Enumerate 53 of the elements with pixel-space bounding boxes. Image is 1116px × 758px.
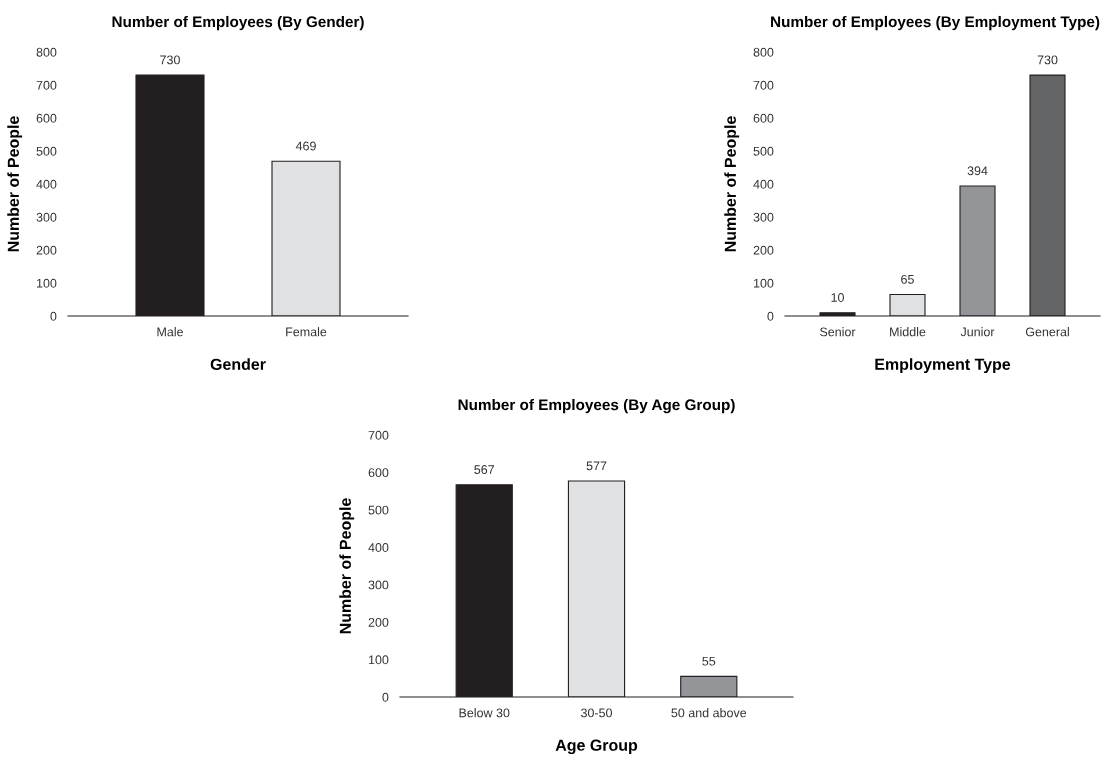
data-label: 730 [1037, 55, 1058, 65]
y-tick-label: 600 [368, 468, 389, 478]
data-label: 55 [702, 656, 716, 666]
y-axis-title: Number of People [7, 116, 23, 252]
chart-title: Number of Employees (By Age Group) [458, 398, 735, 414]
y-tick-label: 300 [753, 212, 774, 222]
x-tick-label: Female [286, 327, 327, 337]
y-tick-label: 100 [36, 278, 57, 288]
y-tick-label: 200 [368, 617, 389, 627]
x-tick-label: Junior [960, 327, 995, 337]
y-tick-label: 0 [382, 692, 389, 702]
y-tick-label: 100 [368, 655, 389, 665]
x-axis-title: Age Group [555, 739, 638, 755]
y-tick-label: 700 [753, 80, 774, 90]
data-label: 65 [901, 274, 914, 284]
chart-title: Number of Employees (By Employment Type) [771, 15, 1100, 31]
y-tick-label: 500 [368, 505, 389, 515]
x-axis-title: Gender [210, 358, 266, 370]
y-tick-label: 0 [50, 311, 57, 321]
y-tick-label: 300 [368, 580, 389, 590]
y-tick-label: 800 [753, 47, 774, 57]
data-label: 567 [474, 465, 495, 474]
data-label: 577 [586, 461, 607, 471]
y-axis-title: Number of People [339, 498, 355, 634]
y-tick-label: 400 [753, 179, 774, 189]
data-label: 469 [295, 141, 316, 151]
data-label: 10 [831, 293, 844, 302]
y-tick-label: 600 [753, 113, 774, 123]
chart-title: Number of Employees (By Gender) [112, 15, 364, 31]
data-label: 394 [967, 166, 988, 176]
y-tick-label: 500 [753, 146, 774, 156]
x-tick-label: 30-50 [580, 708, 612, 718]
x-axis-title: Employment Type [875, 358, 1011, 374]
y-tick-label: 300 [36, 212, 57, 222]
y-axis-title: Number of People [724, 116, 740, 252]
y-tick-label: 500 [36, 146, 57, 156]
y-tick-label: 400 [36, 179, 57, 189]
y-tick-label: 700 [368, 430, 389, 440]
x-tick-label: Middle [890, 327, 926, 337]
x-tick-label: 50 and above [671, 708, 747, 718]
y-tick-label: 200 [36, 245, 57, 255]
y-tick-label: 600 [36, 113, 57, 123]
x-tick-label: Male [157, 327, 183, 337]
data-label: 730 [160, 55, 180, 65]
y-tick-label: 700 [36, 80, 57, 90]
x-tick-label: General [1025, 327, 1069, 337]
y-tick-label: 400 [368, 543, 389, 552]
y-tick-label: 200 [753, 245, 774, 255]
x-tick-label: Below 30 [459, 708, 510, 718]
y-tick-label: 0 [767, 311, 774, 321]
x-tick-label: Senior [820, 327, 856, 337]
y-tick-label: 800 [36, 47, 57, 57]
y-tick-label: 100 [753, 278, 774, 288]
